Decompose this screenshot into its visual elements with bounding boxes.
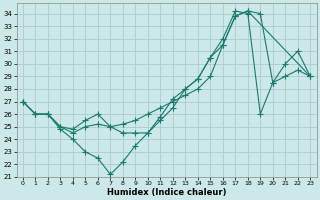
X-axis label: Humidex (Indice chaleur): Humidex (Indice chaleur) bbox=[107, 188, 226, 197]
